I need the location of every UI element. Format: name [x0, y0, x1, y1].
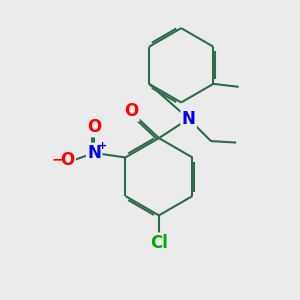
- Text: O: O: [60, 152, 75, 169]
- Text: O: O: [124, 102, 138, 120]
- Text: N: N: [87, 144, 101, 162]
- Text: O: O: [87, 118, 101, 136]
- Text: −: −: [52, 152, 63, 166]
- Text: N: N: [182, 110, 196, 128]
- Text: Cl: Cl: [150, 234, 168, 252]
- Text: +: +: [98, 141, 107, 152]
